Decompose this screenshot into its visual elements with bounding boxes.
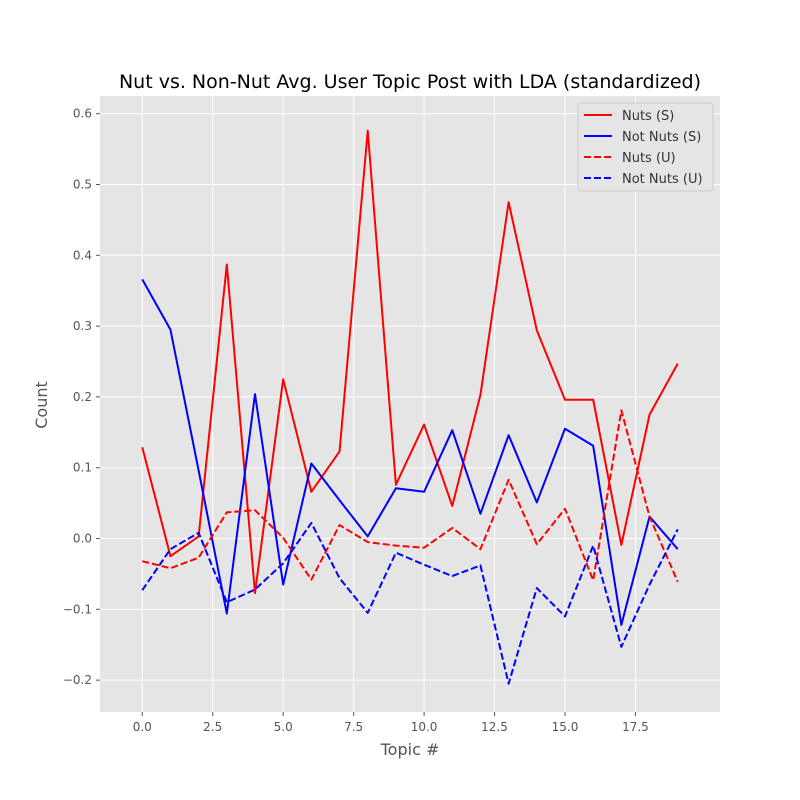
x-tick-label: 7.5 — [344, 720, 363, 734]
legend-label: Not Nuts (U) — [622, 172, 703, 187]
x-tick-label: 17.5 — [622, 720, 649, 734]
series-line-3 — [141, 521, 679, 685]
series-line-2 — [142, 409, 679, 583]
y-tick-label: 0.5 — [73, 178, 92, 192]
chart-title: Nut vs. Non-Nut Avg. User Topic Post wit… — [119, 71, 701, 93]
y-tick-label: 0.2 — [73, 390, 92, 404]
legend: Nuts (S) Not Nuts (S) Nuts (U) Not Nuts (U) — [577, 102, 714, 192]
y-tick-label: 0.1 — [73, 461, 92, 475]
legend-box — [577, 102, 714, 192]
y-tick-label: 0.4 — [73, 248, 92, 262]
series-line-1 — [141, 278, 679, 626]
x-axis-ticks: 0.0 2.5 5.0 7.5 10.0 12.5 15.0 17.5 — [133, 712, 649, 734]
x-tick-label: 0.0 — [133, 720, 152, 734]
x-tick-label: 5.0 — [274, 720, 293, 734]
legend-label: Not Nuts (S) — [622, 130, 701, 145]
series-lines — [141, 129, 679, 685]
x-tick-label: 12.5 — [481, 720, 508, 734]
y-tick-label: −0.2 — [63, 673, 92, 687]
series-line-0 — [141, 129, 679, 595]
y-tick-label: 0.6 — [73, 107, 92, 121]
y-axis-ticks: −0.2 −0.1 0.0 0.1 0.2 0.3 0.4 0.5 0.6 — [63, 107, 100, 687]
x-tick-label: 15.0 — [552, 720, 579, 734]
legend-label: Nuts (S) — [622, 109, 674, 124]
y-tick-label: 0.3 — [73, 319, 92, 333]
y-tick-label: 0.0 — [73, 532, 92, 546]
x-tick-label: 10.0 — [411, 720, 438, 734]
y-tick-label: −0.1 — [63, 602, 92, 616]
legend-label: Nuts (U) — [622, 151, 676, 166]
y-axis-label: Count — [32, 381, 51, 429]
x-tick-label: 2.5 — [203, 720, 222, 734]
x-axis-label: Topic # — [380, 740, 440, 759]
